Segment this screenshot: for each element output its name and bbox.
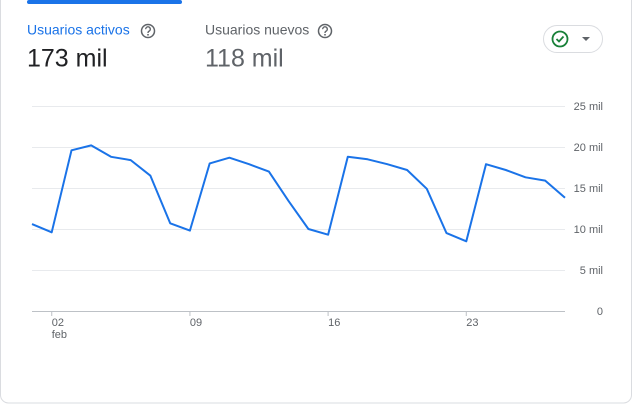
x-tick-label: 23: [466, 317, 478, 329]
metric-value: 173 mil: [27, 45, 108, 73]
y-tick-label: 0: [597, 306, 603, 318]
help-icon[interactable]: [317, 23, 333, 39]
y-tick-label: 10 mil: [574, 224, 603, 236]
metric-value: 118 mil: [205, 45, 284, 73]
x-tick-label: 09: [190, 317, 202, 329]
y-tick-label: 15 mil: [574, 183, 603, 195]
status-button[interactable]: [543, 25, 603, 53]
help-icon[interactable]: [140, 23, 156, 39]
x-tick-label: 16: [328, 317, 340, 329]
metric-label[interactable]: Usuarios activos: [27, 22, 130, 38]
y-tick-label: 25 mil: [574, 101, 603, 113]
metric-label[interactable]: Usuarios nuevos: [205, 22, 309, 38]
tab-indicator: [27, 0, 182, 4]
x-tick-label: 02: [52, 317, 64, 329]
series-line: [31, 144, 566, 243]
y-tick-label: 20 mil: [574, 142, 603, 154]
y-tick-label: 5 mil: [580, 265, 603, 277]
x-sublabel: feb: [52, 329, 67, 341]
